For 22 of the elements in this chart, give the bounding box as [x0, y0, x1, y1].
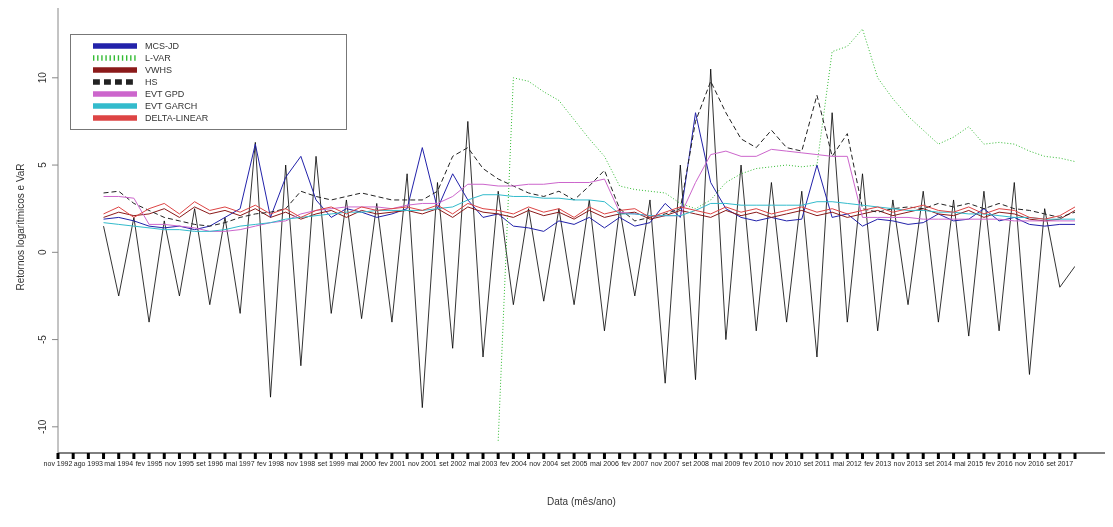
legend-label: VWHS: [145, 65, 172, 75]
y-tick-label: -5: [37, 334, 48, 345]
legend-label: L-VAR: [145, 53, 171, 63]
legend-label: DELTA-LINEAR: [145, 113, 209, 123]
legend-label: EVT GARCH: [145, 101, 198, 111]
line-series: [103, 68, 1075, 409]
line-series: [497, 28, 1075, 442]
line-series: [103, 206, 1075, 222]
y-tick-label: 0: [37, 249, 48, 256]
line-series: [103, 194, 1075, 232]
y-tick-label: 10: [37, 71, 48, 84]
legend-label: EVT GPD: [145, 89, 185, 99]
line-series: [103, 112, 1075, 232]
x-axis-title: Data (mês/ano): [547, 496, 616, 507]
y-axis-title: Retornos logarítmicos e VaR: [14, 163, 26, 291]
line-series: [103, 148, 1075, 232]
y-tick-label: 5: [37, 161, 48, 168]
line-series: [103, 201, 1075, 220]
legend-label: HS: [145, 77, 158, 87]
y-tick-label: -10: [37, 419, 48, 435]
line-series: [103, 80, 1075, 227]
legend-label: MCS-JD: [145, 41, 179, 51]
